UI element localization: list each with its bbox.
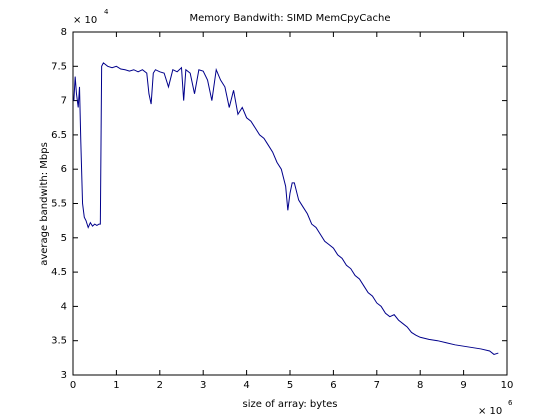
- x-tick-label: 6: [330, 380, 336, 391]
- x-multiplier: × 10: [478, 406, 502, 417]
- x-tick-label: 8: [417, 380, 423, 391]
- y-axis-label: average bandwith: Mbps: [39, 142, 50, 266]
- x-tick-label: 1: [113, 380, 119, 391]
- y-tick-label: 6: [61, 164, 67, 175]
- y-tick-label: 3: [61, 370, 67, 381]
- y-tick-label: 5: [61, 233, 67, 244]
- x-tick-label: 3: [200, 380, 206, 391]
- y-tick-label: 7: [61, 96, 67, 107]
- y-tick-label: 5.5: [51, 199, 67, 210]
- x-axis-label: size of array: bytes: [243, 399, 338, 410]
- x-tick-label: 7: [374, 380, 380, 391]
- y-tick-label: 4: [61, 301, 67, 312]
- y-tick-label: 7.5: [51, 61, 67, 72]
- x-tick-label: 2: [157, 380, 163, 391]
- y-tick-label: 3.5: [51, 336, 67, 347]
- data-line: [73, 62, 499, 355]
- y-tick-label: 8: [61, 27, 67, 38]
- x-tick-label: 4: [243, 380, 249, 391]
- y-tick-label: 4.5: [51, 267, 67, 278]
- x-tick-label: 0: [70, 380, 76, 391]
- chart-title: Memory Bandwith: SIMD MemCpyCache: [190, 13, 391, 24]
- x-tick-label: 9: [460, 380, 466, 391]
- x-tick-label: 5: [287, 380, 293, 391]
- x-multiplier-exponent: 6: [508, 399, 513, 407]
- y-multiplier: × 10: [73, 15, 97, 26]
- x-tick-label: 10: [501, 380, 514, 391]
- y-tick-label: 6.5: [51, 130, 67, 141]
- y-multiplier-exponent: 4: [104, 8, 109, 16]
